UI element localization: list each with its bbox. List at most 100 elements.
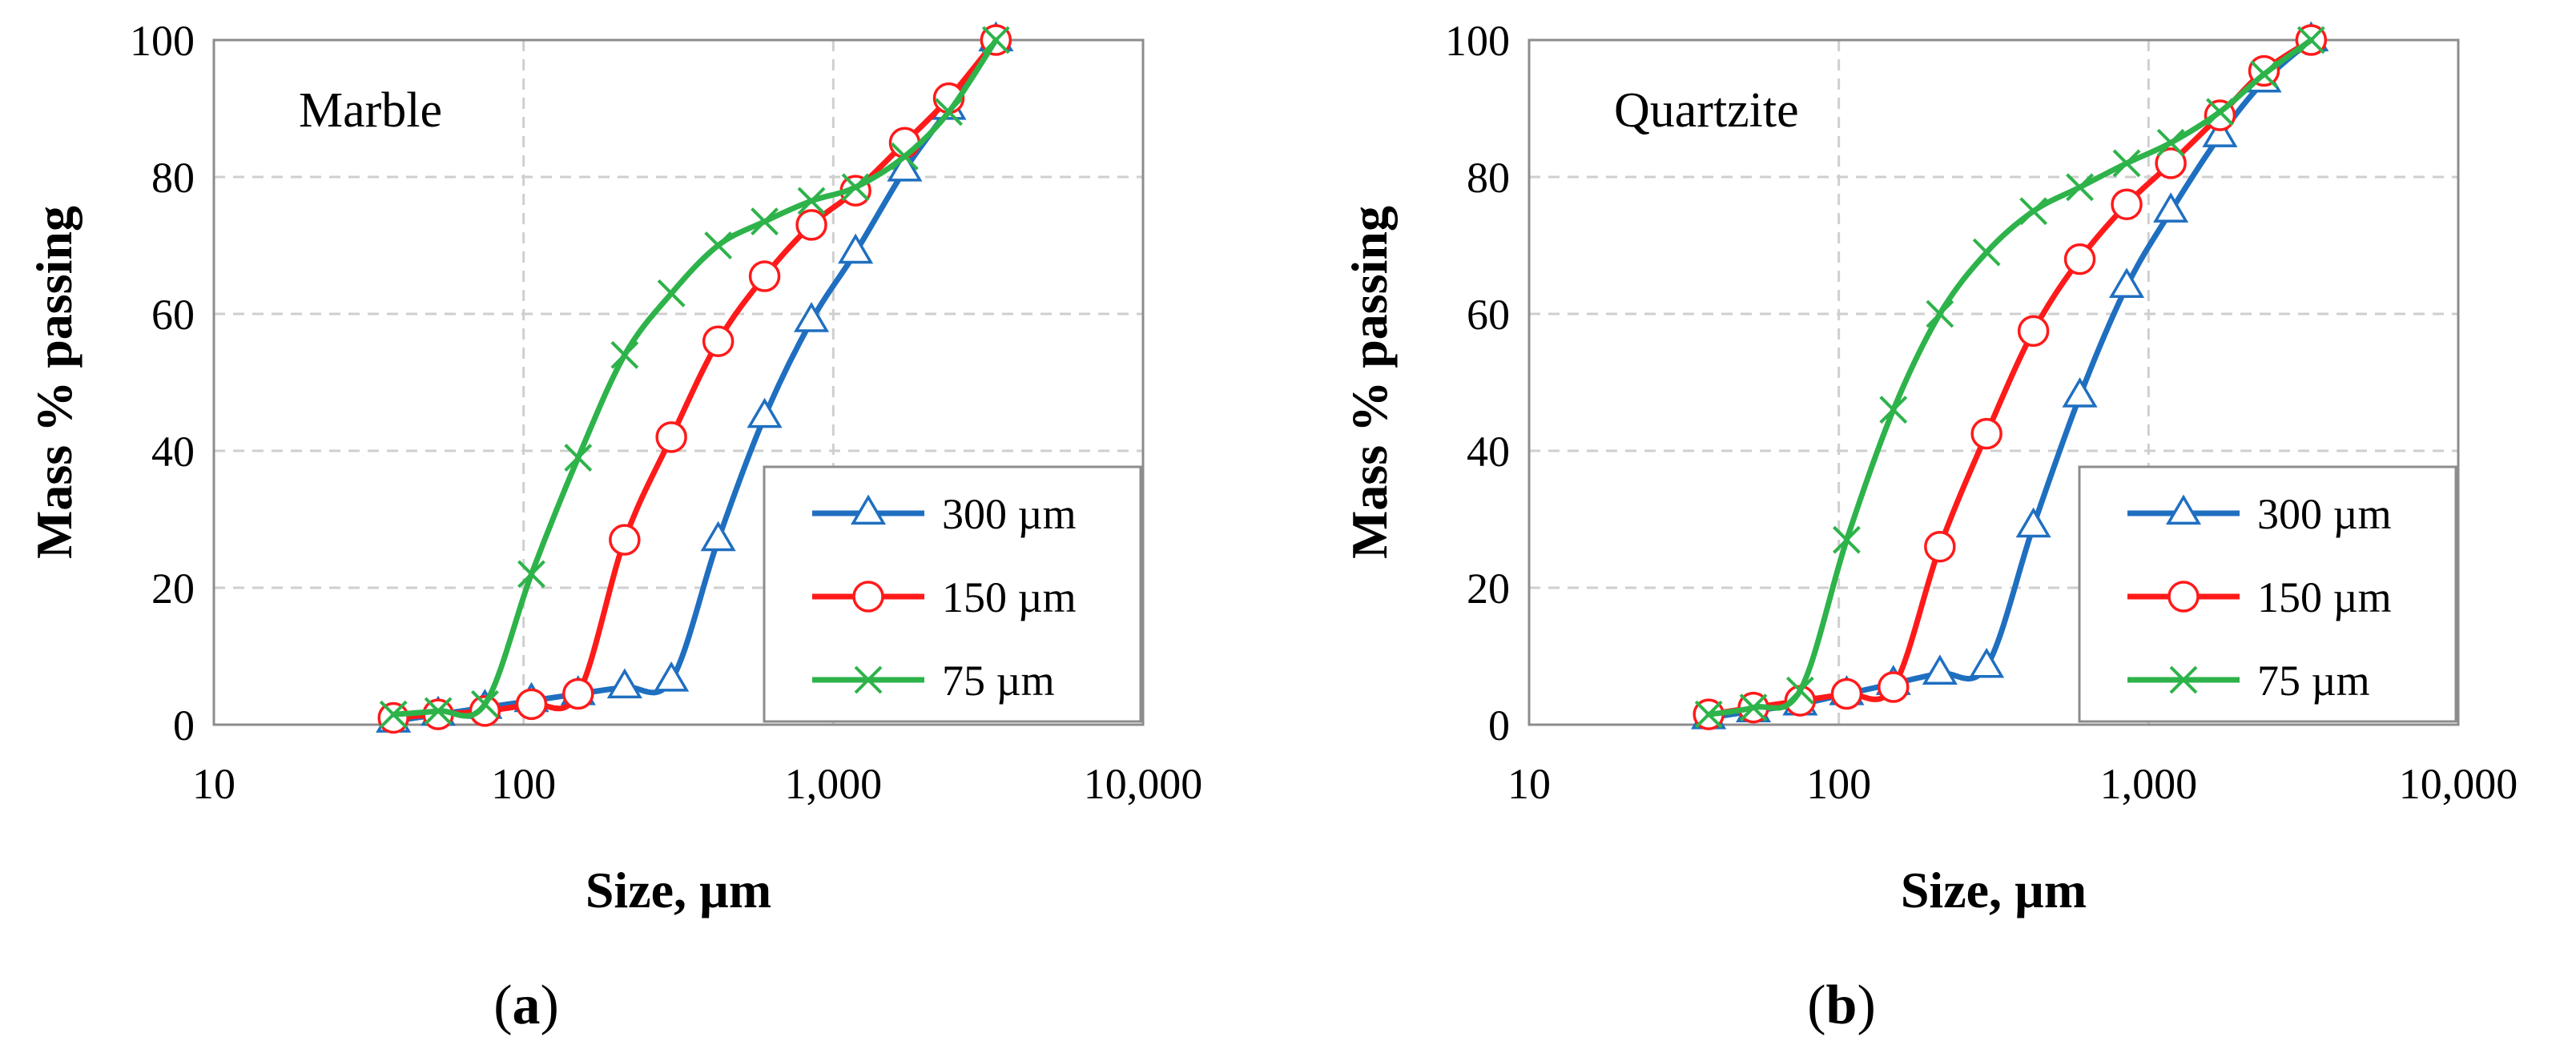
data-point — [2206, 98, 2234, 127]
data-point — [2015, 507, 2051, 538]
y-axis-title: Mass % passing — [26, 206, 83, 559]
y-tick-label: 20 — [1467, 565, 1510, 613]
data-point — [562, 677, 594, 710]
panel-letter: b — [1826, 975, 1858, 1036]
legend-label: 150 µm — [2257, 573, 2392, 621]
data-point — [1830, 677, 1863, 710]
plot-area-border — [212, 38, 1145, 726]
data-point — [609, 524, 641, 556]
data-point — [838, 233, 874, 264]
data-point — [424, 697, 453, 725]
data-point — [887, 151, 923, 182]
data-point — [655, 421, 687, 453]
data-point — [1972, 238, 2001, 267]
y-tick-label: 0 — [1488, 701, 1510, 750]
x-tick-label: 1,000 — [2100, 760, 2198, 808]
data-point — [377, 701, 409, 734]
panel-label: (a) — [493, 975, 559, 1036]
data-point — [748, 260, 781, 292]
data-point — [515, 688, 548, 721]
data-point — [564, 444, 593, 472]
chart-annotation: Marble — [299, 83, 442, 138]
x-tick-label: 10 — [192, 760, 235, 808]
data-point — [888, 127, 921, 159]
data-point — [700, 520, 736, 552]
data-point — [1785, 676, 1814, 705]
panel-label: (b) — [1807, 975, 1876, 1036]
data-point — [1694, 700, 1723, 729]
data-point — [747, 397, 783, 428]
y-tick-label: 100 — [1445, 17, 1510, 65]
legend-marker — [2167, 581, 2200, 613]
legend-marker — [2165, 494, 2202, 525]
data-point — [704, 231, 733, 259]
data-point — [795, 209, 827, 241]
y-tick-label: 60 — [151, 291, 195, 339]
data-point — [751, 207, 779, 235]
legend-label: 300 µm — [2257, 490, 2392, 538]
x-axis-title: Size, µm — [1901, 862, 2087, 918]
data-point — [2111, 188, 2143, 220]
legend-label: 300 µm — [942, 490, 1077, 538]
y-tick-label: 80 — [151, 154, 195, 202]
legend-label: 150 µm — [942, 573, 1077, 621]
data-point — [2250, 60, 2278, 89]
x-tick-label: 10,000 — [1084, 760, 1203, 808]
y-tick-label: 20 — [151, 565, 195, 613]
data-point — [654, 661, 690, 692]
chart-panel-b: 0 20 40 60 80 100 10 100 1,000 10,000 Size, µm Mass… — [1341, 17, 2518, 1036]
series-line — [1705, 37, 2314, 717]
data-point — [891, 142, 919, 171]
data-point — [2112, 149, 2141, 178]
x-tick-label: 100 — [1806, 760, 1871, 808]
legend-marker — [852, 581, 884, 613]
data-point — [1739, 693, 1768, 722]
data-point — [702, 325, 735, 357]
data-point — [657, 279, 686, 307]
data-point — [2108, 267, 2145, 298]
data-point — [2156, 128, 2185, 157]
data-point — [2019, 197, 2048, 226]
data-point — [469, 695, 501, 727]
data-point — [2063, 243, 2096, 275]
x-axis-title: Size, µm — [586, 862, 771, 918]
data-point — [935, 98, 963, 127]
data-point — [1878, 671, 1910, 703]
data-point — [470, 689, 499, 718]
data-point — [2153, 192, 2189, 223]
data-point — [2062, 377, 2098, 408]
x-tick-label: 1,000 — [785, 760, 883, 808]
data-point — [793, 302, 830, 332]
data-point — [1922, 654, 1958, 685]
data-point — [1879, 396, 1908, 424]
legend-label: 75 µm — [942, 657, 1055, 705]
y-tick-label: 40 — [151, 428, 195, 476]
data-point — [2066, 173, 2094, 202]
legend-marker — [850, 494, 887, 525]
y-tick-label: 40 — [1467, 428, 1510, 476]
x-tick-label: 100 — [491, 760, 556, 808]
data-point — [610, 340, 639, 369]
data-point — [2296, 26, 2325, 54]
data-point — [1926, 299, 1954, 328]
data-point — [797, 187, 826, 215]
data-point — [606, 668, 642, 699]
data-point — [841, 173, 870, 202]
y-tick-label: 100 — [130, 17, 195, 65]
data-point — [517, 560, 545, 589]
data-point — [2202, 117, 2238, 147]
data-point — [1833, 525, 1861, 554]
data-point — [1969, 647, 2005, 678]
y-tick-label: 60 — [1467, 291, 1510, 339]
data-point — [981, 26, 1010, 54]
y-tick-label: 0 — [173, 701, 195, 750]
data-point — [1970, 417, 2002, 450]
chart-annotation: Quartzite — [1614, 83, 1799, 138]
data-point — [2017, 315, 2050, 348]
legend-marker — [2169, 665, 2198, 694]
legend-label: 75 µm — [2257, 657, 2370, 705]
plot-area-border — [1527, 38, 2460, 726]
legend-marker — [854, 665, 883, 694]
y-axis-title: Mass % passing — [1341, 206, 1398, 559]
